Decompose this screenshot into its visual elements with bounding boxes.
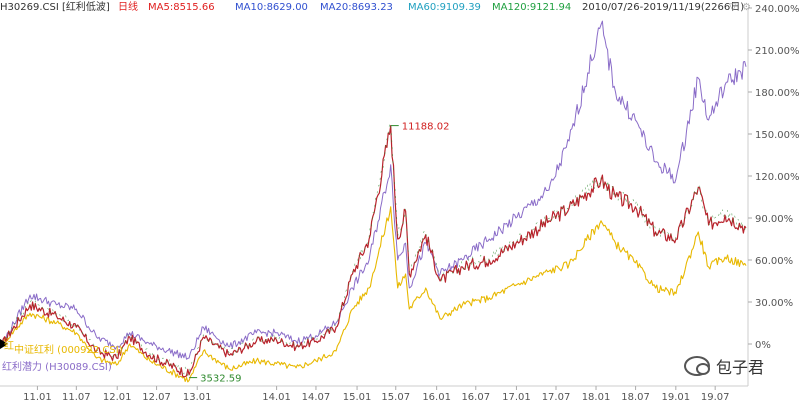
series-line-2 — [1, 20, 747, 360]
series-line-0 — [1, 125, 747, 378]
ma5-readout: MA5:8515.66 — [148, 2, 215, 13]
legend-item-potential: 红利潜力 (H30089.CSI) — [2, 362, 112, 373]
ma120-readout: MA120:9121.94 — [492, 2, 572, 13]
x-tick-label: 17.07 — [542, 392, 571, 403]
x-tick-label: 14.01 — [262, 392, 291, 403]
y-tick-label: 120.00% — [755, 172, 800, 183]
x-tick-label: 14.07 — [302, 392, 331, 403]
index-name: [红利低波] — [62, 2, 110, 13]
x-tick-label: 15.01 — [343, 392, 372, 403]
x-tick-label: 16.01 — [422, 392, 451, 403]
x-tick-label: 11.01 — [23, 392, 52, 403]
y-tick-label: 240.00% — [755, 4, 800, 15]
y-tick-label: 180.00% — [755, 88, 800, 99]
x-tick-label: 18.07 — [621, 392, 650, 403]
ma10-readout: MA10:8629.00 — [235, 2, 308, 13]
series-line-1 — [1, 206, 747, 383]
ma20-readout: MA20:8693.23 — [320, 2, 393, 13]
x-tick-label: 19.07 — [701, 392, 730, 403]
start-marker-icon — [0, 339, 8, 349]
x-tick-label: 11.07 — [62, 392, 91, 403]
y-tick-label: 60.00% — [755, 256, 793, 267]
watermark: 包子君 — [683, 354, 764, 378]
y-tick-label: 90.00% — [755, 214, 793, 225]
filter-icon[interactable]: ▽ — [729, 2, 737, 13]
x-tick-label: 13.01 — [183, 392, 212, 403]
annotation-label: 3532.59 — [200, 374, 241, 385]
wechat-logo-icon — [683, 356, 710, 376]
y-tick-label: 150.00% — [755, 130, 800, 141]
x-tick-label: 19.01 — [661, 392, 690, 403]
x-tick-label: 17.01 — [502, 392, 531, 403]
y-tick-label: 30.00% — [755, 298, 793, 309]
x-tick-label: 12.01 — [103, 392, 132, 403]
series-candle-overlay — [1, 123, 747, 377]
watermark-text: 包子君 — [715, 358, 764, 377]
x-tick-label: 18.01 — [582, 392, 611, 403]
date-range[interactable]: 2010/07/26-2019/11/19(2266日) — [582, 2, 745, 13]
ma60-readout: MA60:9109.39 — [408, 2, 481, 13]
legend-item-prefix: 红 — [4, 341, 14, 352]
x-tick-label: 16.07 — [461, 392, 490, 403]
y-tick-label: 0% — [755, 340, 771, 351]
y-tick-label: 210.00% — [755, 46, 800, 57]
index-code: H30269.CSI — [0, 2, 59, 13]
x-tick-label: 12.07 — [142, 392, 171, 403]
annotation-label: 11188.02 — [402, 122, 450, 133]
settings-icon[interactable]: ⚙ — [742, 2, 751, 13]
x-tick-label: 15.07 — [381, 392, 410, 403]
legend-item-dividend: 中证红利 (000922.CSI) — [14, 345, 123, 356]
period-label[interactable]: 日线 — [118, 2, 138, 13]
